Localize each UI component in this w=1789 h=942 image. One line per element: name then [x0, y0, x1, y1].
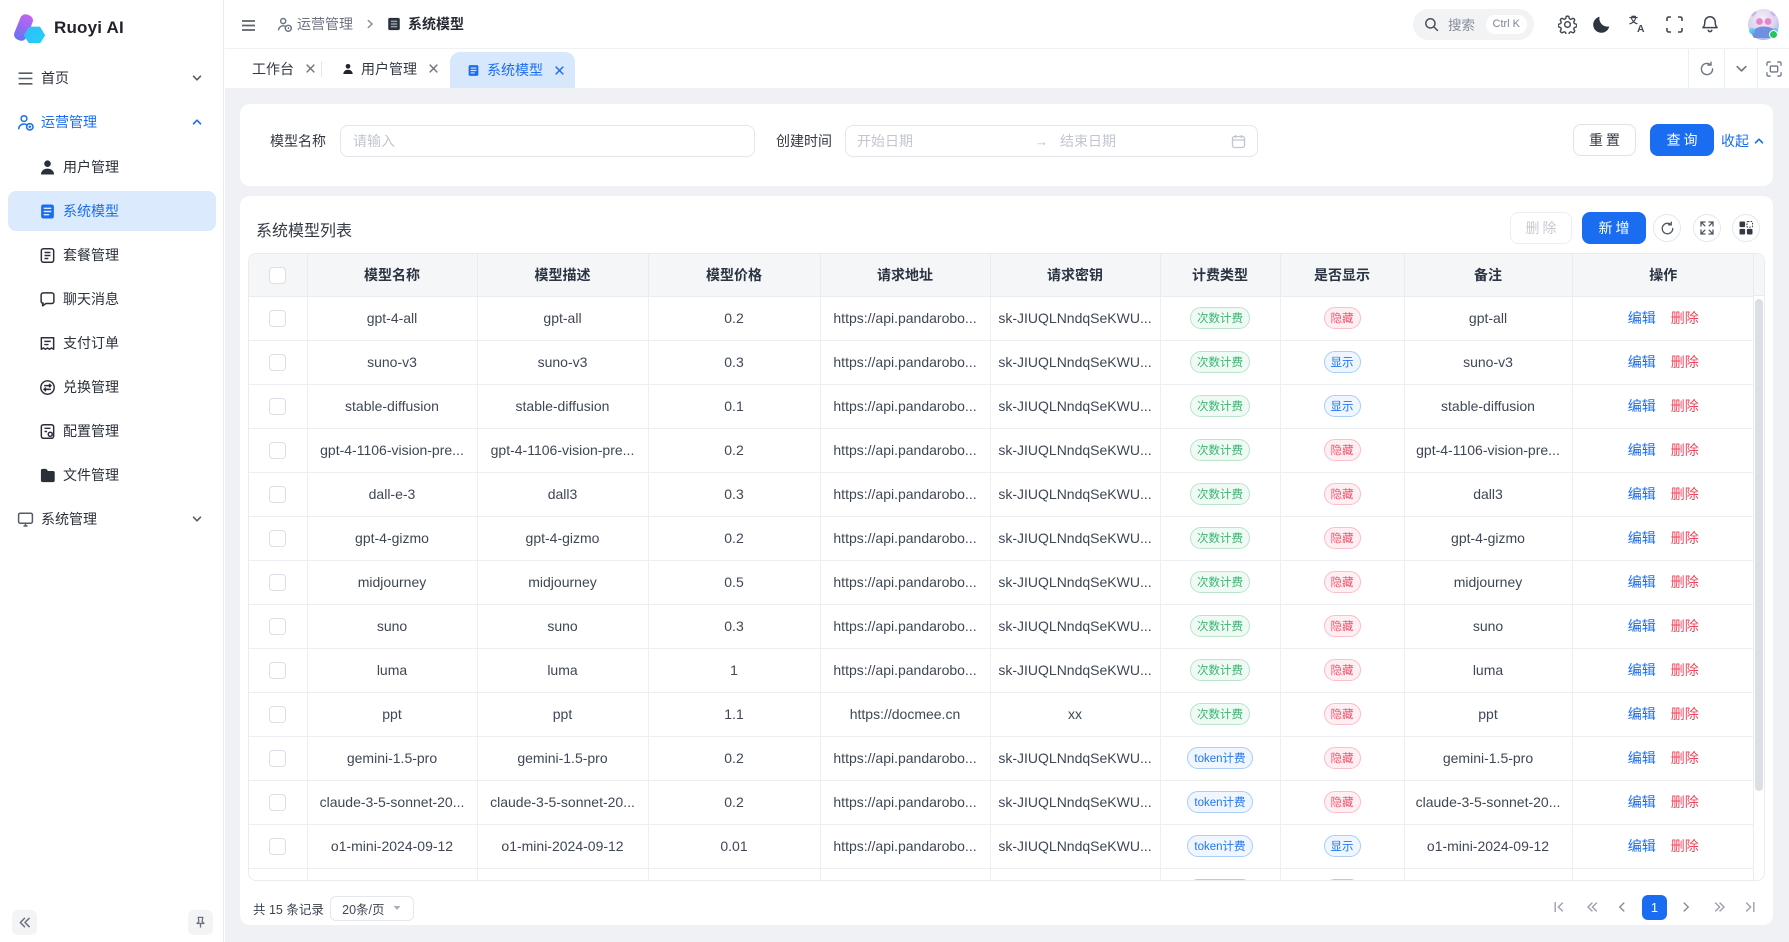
svg-text:A: A	[1637, 24, 1645, 34]
svg-text:文: 文	[1628, 15, 1637, 27]
